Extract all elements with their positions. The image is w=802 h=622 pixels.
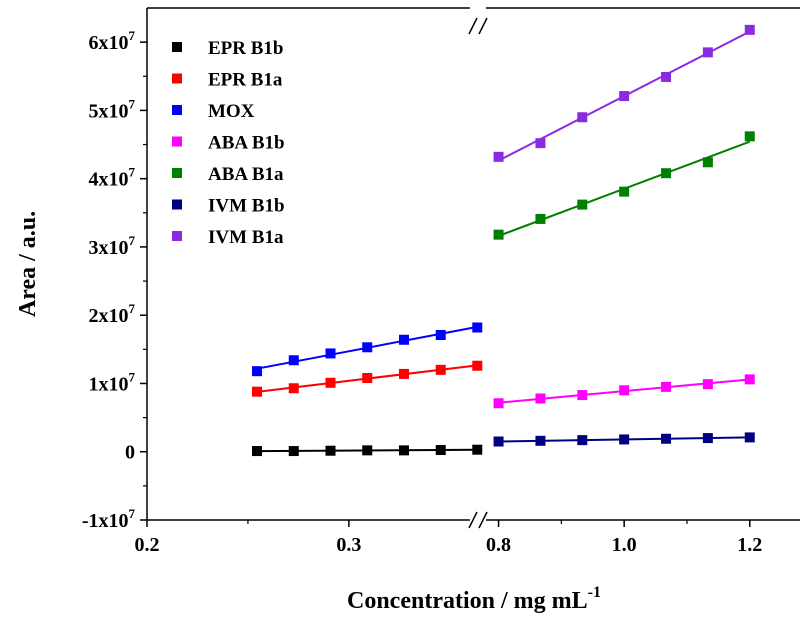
legend-label: ABA B1b <box>208 133 285 154</box>
data-point <box>288 383 299 394</box>
data-point <box>325 445 336 456</box>
legend-label: MOX <box>208 101 255 122</box>
data-point <box>288 446 299 457</box>
data-point <box>398 368 409 379</box>
y-tick-label: 1x107 <box>89 369 136 395</box>
data-point <box>619 385 630 396</box>
data-point <box>435 364 446 375</box>
series-ivm-b1b <box>493 432 755 447</box>
data-point <box>744 432 755 443</box>
x-axis-break-bottom <box>468 511 488 529</box>
data-point <box>472 322 483 333</box>
series-ivm-b1a <box>493 24 755 162</box>
y-tick-label: 3x107 <box>89 233 136 259</box>
data-point <box>493 436 504 447</box>
data-point <box>535 435 546 446</box>
legend-label: EPR B1b <box>208 38 284 59</box>
series-aba-b1b <box>493 374 755 409</box>
data-point <box>472 360 483 371</box>
data-point <box>252 366 263 377</box>
data-point <box>661 433 672 444</box>
data-point <box>702 157 713 168</box>
data-point <box>577 390 588 401</box>
data-point <box>535 393 546 404</box>
x-tick-label: 1.0 <box>612 534 637 556</box>
data-point <box>702 433 713 444</box>
data-point <box>661 381 672 392</box>
series-epr-b1a <box>252 360 483 397</box>
y-tick-label: 2x107 <box>89 301 136 327</box>
y-tick-label: 5x107 <box>89 96 136 122</box>
data-point <box>702 379 713 390</box>
data-point <box>577 112 588 123</box>
legend-marker <box>172 136 182 147</box>
data-point <box>577 199 588 210</box>
data-point <box>435 329 446 340</box>
data-point <box>493 398 504 409</box>
data-point <box>702 47 713 58</box>
data-point <box>619 91 630 102</box>
legend: EPR B1b EPR B1a MOX ABA B1b ABA B1a IVM B1b IV… <box>172 38 285 248</box>
data-point <box>744 24 755 35</box>
legend-label: ABA B1a <box>208 164 284 185</box>
x-axis-title: Concentration / mg mL-1 <box>347 584 601 614</box>
data-point <box>288 355 299 366</box>
data-point <box>535 138 546 149</box>
series-aba-b1a <box>493 131 755 240</box>
data-point <box>252 386 263 397</box>
data-point <box>325 377 336 388</box>
y-tick-label: -1x107 <box>82 506 136 532</box>
legend-marker <box>172 105 182 115</box>
data-point <box>619 434 630 445</box>
y-axis-title: Area / a.u. <box>15 211 41 317</box>
data-point <box>362 373 373 384</box>
axis-break-slash <box>478 17 488 35</box>
data-point <box>252 446 263 457</box>
data-point <box>435 445 446 456</box>
legend-marker <box>172 42 182 52</box>
data-point <box>362 342 373 353</box>
y-tick-label: 4x107 <box>89 165 136 191</box>
series-epr-b1b <box>252 444 483 457</box>
legend-marker <box>172 73 182 84</box>
x-axis-break-top <box>468 17 488 35</box>
y-tick-label: 0 <box>125 442 135 464</box>
data-point <box>325 348 336 359</box>
x-tick-label: 0.2 <box>135 534 160 556</box>
axis-break-slash <box>478 511 488 529</box>
data-point <box>577 435 588 446</box>
series-mox <box>252 322 483 377</box>
y-tick-label: 6x107 <box>89 28 136 54</box>
x-ticks: 0.2 0.3 0.8 1.0 1.2 <box>135 520 762 556</box>
x-tick-label: 0.8 <box>486 534 511 556</box>
data-point <box>744 374 755 385</box>
data-point <box>493 151 504 162</box>
data-point <box>493 229 504 240</box>
data-point <box>362 445 373 456</box>
legend-marker <box>172 168 182 178</box>
legend-marker <box>172 199 182 210</box>
x-tick-label: 1.2 <box>737 534 762 556</box>
data-point <box>535 213 546 224</box>
data-point <box>744 131 755 142</box>
legend-marker <box>172 231 182 241</box>
data-point <box>398 445 409 456</box>
data-point <box>398 334 409 345</box>
data-point <box>619 186 630 197</box>
legend-label: IVM B1a <box>208 227 284 248</box>
legend-label: IVM B1b <box>208 196 285 217</box>
axis-break-slash <box>468 511 478 529</box>
y-ticks: -1x107 0 1x107 2x107 3x107 4x107 5x107 6x107 <box>82 28 147 532</box>
legend-label: EPR B1a <box>208 70 283 91</box>
data-point <box>472 444 483 455</box>
axis-break-slash <box>468 17 478 35</box>
data-point <box>661 71 672 82</box>
x-tick-label: 0.3 <box>336 534 361 556</box>
data-point <box>661 168 672 179</box>
